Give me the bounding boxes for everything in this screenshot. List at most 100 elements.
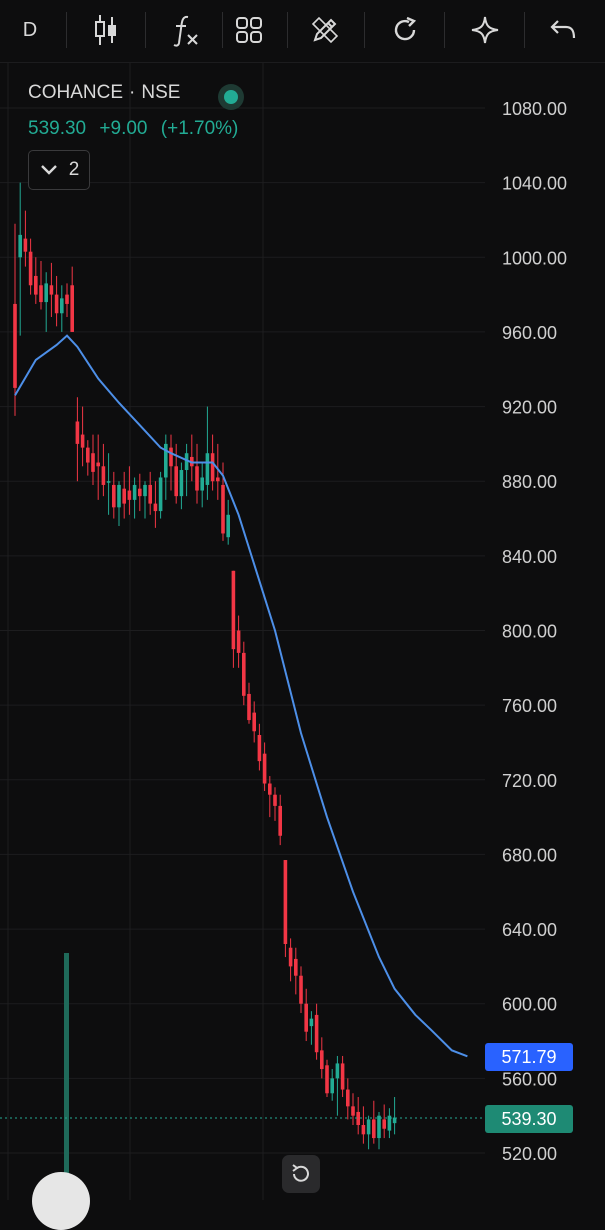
candle [314, 1003, 319, 1060]
symbol-separator: · [129, 82, 136, 103]
candle [184, 443, 189, 497]
candle-body [236, 630, 241, 653]
price-tick-label: 1080.00 [502, 99, 567, 119]
candle-body [34, 275, 38, 295]
price-tick-label: 760.00 [502, 696, 557, 716]
candle-body [242, 652, 246, 696]
candle [325, 1059, 329, 1098]
candle-body [65, 294, 69, 304]
candle-body [101, 466, 106, 485]
candle-body [54, 294, 59, 314]
candle [382, 1104, 386, 1139]
candle [304, 988, 308, 1042]
alerts-button[interactable] [460, 6, 510, 54]
candle-body [39, 285, 43, 303]
candle-body [122, 488, 126, 504]
candle-body [13, 303, 17, 388]
candle-body [257, 735, 262, 762]
candle [158, 471, 163, 519]
chart-grid [0, 107, 485, 1154]
replay-button[interactable] [380, 6, 430, 54]
reset-chart-button[interactable] [282, 1155, 320, 1193]
candle [122, 471, 126, 519]
candle-body [346, 1089, 350, 1107]
candle-body [247, 693, 251, 721]
chart-type-button[interactable] [80, 6, 132, 54]
candle [101, 443, 106, 497]
price-chart[interactable]: 1080.00 1040.00 1000.00 960.00 920.00 880.00 8… [0, 62, 605, 1200]
studies-toggle-button[interactable]: 2 [28, 150, 90, 190]
tradingview-logo[interactable] [32, 1172, 90, 1230]
price-tick-label: 840.00 [502, 547, 557, 567]
candle-body [377, 1115, 381, 1139]
candle [164, 434, 168, 500]
candle [44, 272, 48, 332]
candle [257, 723, 262, 771]
moving-average-line [14, 334, 468, 1058]
undo-button[interactable] [538, 6, 588, 54]
candle [70, 266, 74, 332]
price-tick-label: 960.00 [502, 323, 557, 343]
last-price: 539.30 [28, 118, 87, 139]
exchange-name: NSE [141, 82, 181, 103]
candle [309, 1011, 314, 1045]
price-tick-label: 720.00 [502, 771, 557, 791]
interval-label: D [22, 18, 38, 41]
candle-body [392, 1117, 397, 1124]
sparkle-icon [471, 16, 499, 44]
candle [387, 1108, 392, 1139]
symbol-row[interactable]: COHANCE · NSE [28, 82, 180, 104]
quote-row: 539.30 +9.00 (+1.70%) [28, 118, 246, 140]
market-status-icon [218, 84, 244, 110]
candle [28, 238, 33, 295]
candle-body [382, 1119, 386, 1129]
candle-body [184, 453, 189, 471]
candle-body [299, 975, 303, 1004]
price-axis[interactable]: 1080.00 1040.00 1000.00 960.00 920.00 880.00 8… [502, 99, 567, 1164]
candle-body [309, 1018, 314, 1027]
candle-body [195, 466, 199, 491]
price-tick-label: 680.00 [502, 845, 557, 865]
candle-body [164, 443, 168, 478]
candle [18, 182, 22, 336]
price-tick-label: 920.00 [502, 398, 557, 418]
candle [86, 440, 90, 476]
candle-body [127, 490, 132, 500]
candle [179, 462, 184, 510]
interval-button[interactable]: D [0, 6, 60, 54]
candle-body [288, 947, 293, 967]
candle-body [86, 447, 90, 463]
price-change: +9.00 [99, 118, 148, 139]
candle [247, 682, 251, 724]
candle-body [60, 298, 64, 314]
candle [143, 481, 147, 519]
candle [190, 434, 194, 482]
candle [278, 794, 282, 846]
price-tick-label: 880.00 [502, 472, 557, 492]
last-price-label: 539.30 [485, 1105, 573, 1133]
candle [75, 397, 80, 482]
templates-button[interactable] [225, 6, 273, 54]
candle [117, 481, 121, 526]
candle [356, 1097, 360, 1135]
candle-body [143, 484, 147, 497]
candle-body [28, 251, 33, 286]
candle-body [138, 488, 142, 497]
candle-body [117, 484, 121, 508]
candles-icon [95, 15, 116, 45]
candle-body [49, 285, 54, 295]
candle-body [387, 1115, 392, 1131]
candle [236, 615, 241, 668]
candle-body [325, 1065, 329, 1094]
candle [335, 1055, 340, 1116]
candle [226, 499, 230, 545]
volume-bar [64, 953, 69, 1200]
drawing-tools-button[interactable] [300, 6, 350, 54]
candle-body [366, 1119, 371, 1135]
candle [60, 285, 64, 332]
indicators-button[interactable] [160, 6, 212, 54]
candle-body [372, 1119, 376, 1139]
candle-body [283, 860, 288, 944]
candle-body [179, 470, 184, 497]
candle-body [351, 1106, 355, 1116]
